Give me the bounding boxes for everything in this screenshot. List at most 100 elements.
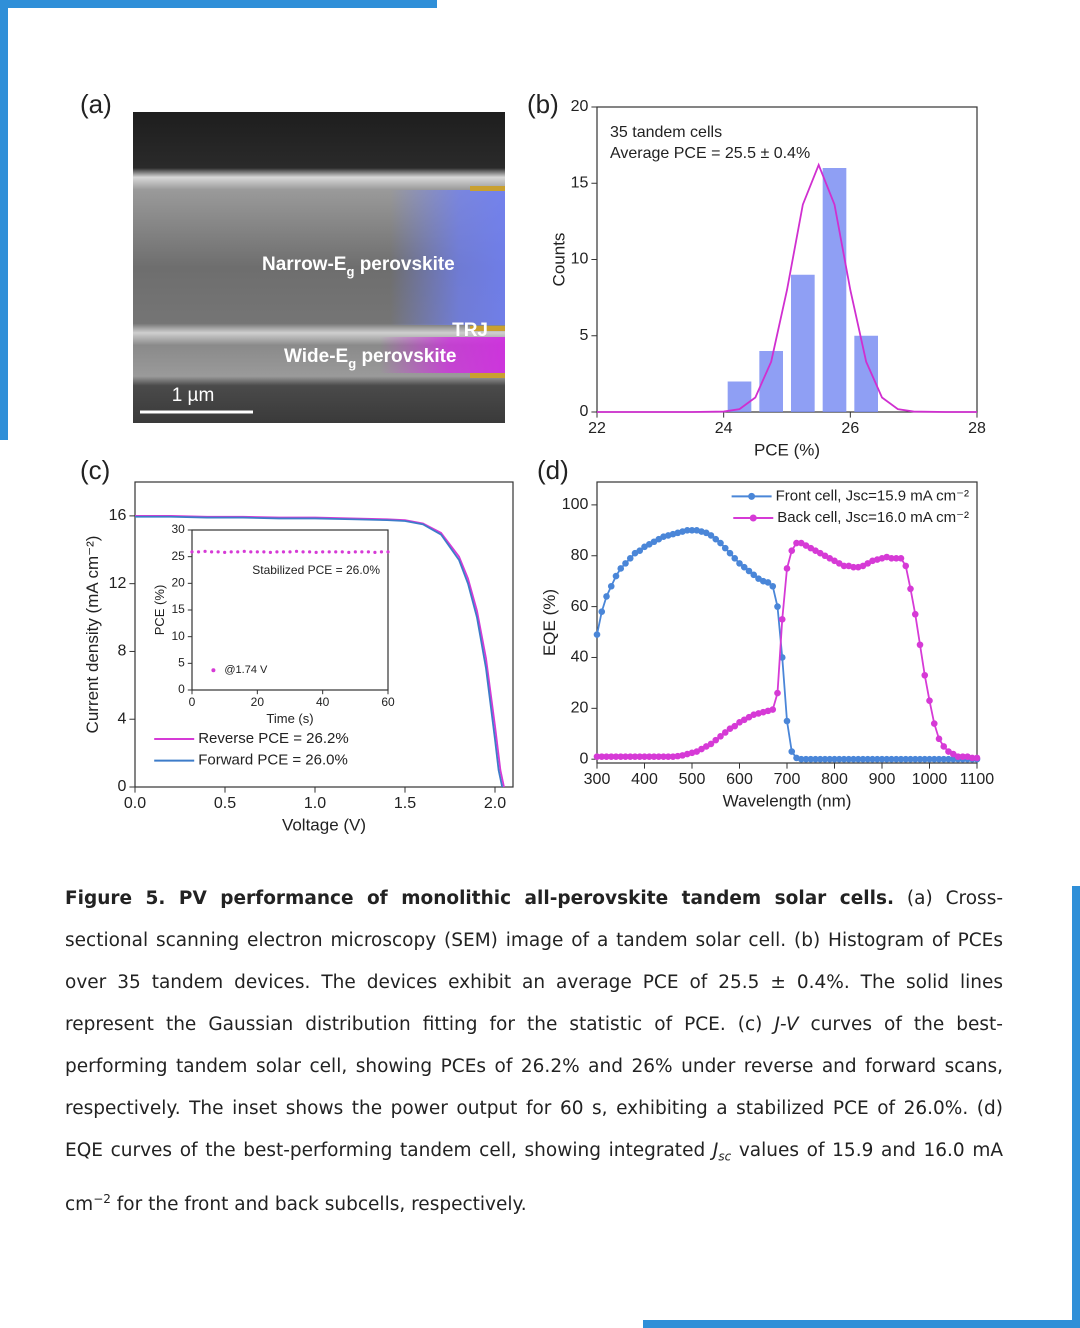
data-point [366,550,370,554]
data-point [935,755,943,763]
legend-label: Reverse PCE = 26.2% [198,730,349,747]
data-point [712,736,720,744]
data-point [603,753,610,760]
legend-label: Front cell, Jsc=15.9 mA cm⁻² [776,487,969,504]
data-point [954,753,962,760]
legend-label: @1.74 V [224,664,268,676]
y-tick-label: 16 [109,507,127,524]
annotation: Average PCE = 25.5 ± 0.4% [610,145,810,162]
data-point [902,562,910,570]
data-point [203,549,207,553]
y-axis-label: EQE (%) [540,589,559,656]
x-tick-label: 500 [679,771,706,788]
data-point [921,671,929,679]
data-point [911,610,919,618]
bar [791,274,815,412]
data-point [196,550,201,554]
data-point [321,550,325,554]
data-point [216,550,220,554]
y-tick-label: 10 [171,629,185,643]
y-tick-label: 0 [178,682,185,696]
bar [854,335,878,412]
data-point [783,717,791,725]
decor-bar [0,0,437,8]
data-point [598,608,606,615]
electrode-strip [470,373,505,378]
electrode-strip [470,186,505,191]
data-point [926,697,933,704]
bar [759,351,783,412]
data-point [669,753,677,760]
legend-marker [749,514,757,522]
data-point [308,550,312,554]
data-point [892,755,900,763]
y-axis-label: Current density (mA cm⁻²) [83,536,102,734]
data-point [664,753,672,760]
data-point [926,755,933,763]
data-point [788,547,796,554]
caption: Figure 5. PV performance of monolithic a… [65,878,1003,1226]
y-tick-label: 100 [562,496,589,513]
y-tick-label: 20 [571,98,589,115]
y-tick-label: 15 [571,174,589,191]
data-point [783,565,791,572]
x-tick-label: 400 [631,771,658,788]
x-tick-label: 800 [821,771,848,788]
data-point [721,729,729,736]
caption-text: values of 15.9 and 16.0 mA cm [65,1140,1004,1215]
x-axis-label: PCE (%) [754,441,820,460]
data-point [223,550,227,555]
data-point [774,603,781,610]
y-tick-label: 0 [579,403,588,420]
data-point [907,755,914,763]
y-tick-label: 10 [571,251,589,268]
data-point [645,753,653,760]
caption-text: for the front and back subcells, respect… [110,1193,527,1215]
data-point [353,550,357,554]
y-tick-label: 8 [117,643,126,660]
x-tick-label: 1000 [912,771,948,788]
data-point [288,550,292,554]
data-point [622,560,629,567]
y-tick-label: 20 [171,576,185,590]
data-point [907,585,914,593]
legend-marker [211,668,216,673]
data-point [650,753,658,760]
data-point [717,732,724,740]
x-tick-label: 28 [968,420,986,437]
data-point [859,755,867,763]
data-point [636,547,644,554]
panel-label: (c) [80,455,110,485]
x-tick-label: 700 [774,771,801,788]
annotation: 35 tandem cells [610,124,722,141]
data-point [617,753,625,760]
x-tick-label: 0.0 [124,795,146,812]
figure: Narrow-Eg perovskite TRJ Wide-Eg perovsk… [80,89,994,835]
data-point [626,554,634,562]
plot-frame [191,529,389,691]
x-axis-label: Time (s) [266,711,313,726]
x-tick-label: 900 [869,771,896,788]
data-point [864,755,872,763]
data-point [622,753,629,760]
data-point [379,550,384,554]
y-tick-label: 0 [117,778,126,795]
data-point [845,755,853,763]
label-part: Wide-E [284,346,348,367]
data-point [607,753,615,760]
data-point [940,743,948,750]
data-point [807,755,815,763]
data-point [688,527,696,534]
data-point [835,755,843,763]
panel-label: (a) [80,89,112,119]
data-point [888,755,895,763]
data-point [721,544,729,552]
data-point [242,549,246,553]
y-tick-label: 80 [571,547,589,564]
data-point [262,550,266,554]
label-part: perovskite [354,254,454,275]
data-point [968,754,976,762]
data-point [826,755,834,763]
y-tick-label: 15 [171,602,185,616]
